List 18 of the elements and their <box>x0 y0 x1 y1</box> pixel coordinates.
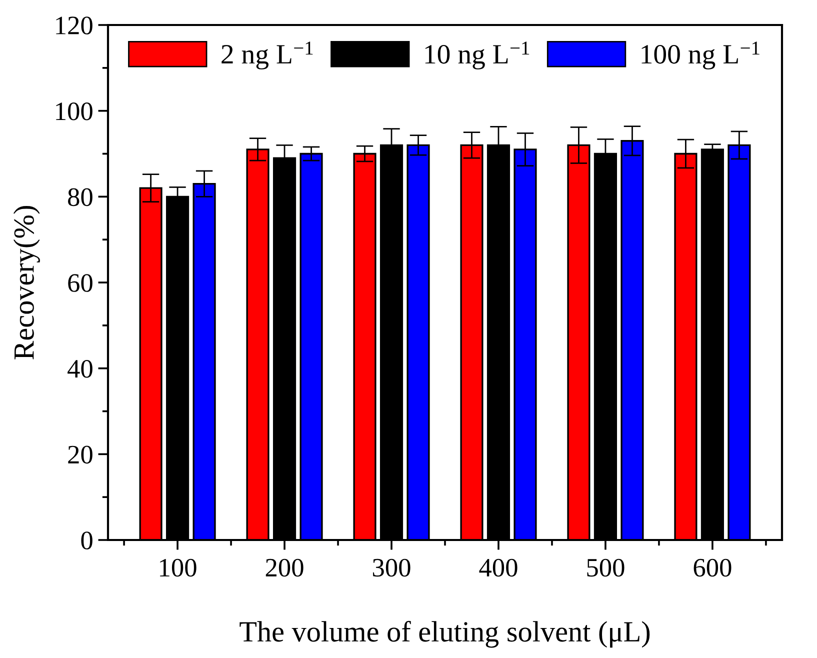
y-tick-label: 120 <box>56 16 92 34</box>
y-tick-label: 100 <box>56 102 92 120</box>
y-tick-label: 0 <box>81 532 92 550</box>
x-tick-label: 100 <box>160 558 196 577</box>
legend-label: 2 ng L$^{−1}$ <box>222 42 313 70</box>
legend-label: 100 ng L$^{−1}$ <box>642 42 760 70</box>
y-tick-label: 80 <box>68 188 92 206</box>
x-tick-label: 600 <box>694 558 732 577</box>
x-tick-label: 200 <box>266 558 304 577</box>
x-axis-title: The volume of eluting solvent (μL) <box>240 620 650 648</box>
legend-label: 10 ng L$^{−1}$ <box>425 42 530 70</box>
y-axis-title: Recovery(%) <box>13 206 40 360</box>
x-tick-label: 300 <box>372 558 410 577</box>
x-tick-label: 500 <box>587 558 624 577</box>
y-tick-label: 40 <box>68 360 92 378</box>
x-tick-label: 400 <box>479 558 518 577</box>
y-tick-label: 60 <box>68 274 92 292</box>
y-tick-label: 20 <box>68 446 92 464</box>
